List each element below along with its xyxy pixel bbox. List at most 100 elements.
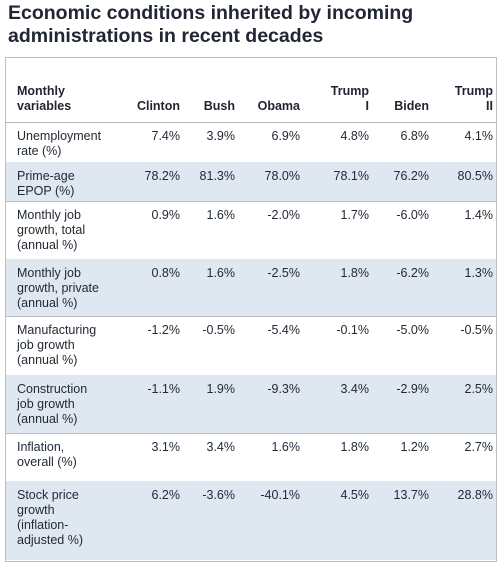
row-label-line: (annual %)	[17, 296, 78, 310]
column-header: Clinton	[110, 99, 180, 114]
table-cell: 78.0%	[264, 169, 300, 183]
table-cell: 1.2%	[400, 440, 430, 454]
table-header: Monthly variables Clinton Bush Obama Trump I…	[6, 58, 496, 123]
column-header-line: Trump	[330, 84, 369, 98]
table-cell: 1.9%	[206, 382, 236, 396]
table-cell: 7.4%	[151, 129, 181, 143]
table-cell: 3.4%	[206, 440, 236, 454]
table-cell: -5.4%	[267, 323, 300, 337]
table-row: Monthly job growth, private (annual %) 0.8%…	[6, 259, 496, 317]
table-cell: -9.3%	[267, 382, 300, 396]
table-row: Construction job growth (annual %) -1.1% 1.9…	[6, 375, 496, 434]
table-cell: -2.5%	[267, 266, 300, 280]
row-label: Monthly job growth, total (annual %)	[17, 208, 127, 253]
chart-title-line-1: Economic conditions inherited by incomin…	[8, 2, 414, 24]
row-label-line: job growth	[17, 338, 75, 352]
row-label-line: overall (%)	[17, 455, 77, 469]
row-label-line: Inflation,	[17, 440, 65, 454]
row-label-line: (annual %)	[17, 412, 78, 426]
row-label: Unemployment rate (%)	[17, 129, 127, 159]
table-row: Inflation, overall (%) 3.1% 3.4% 1.6% 1.8% 1.2…	[6, 433, 496, 482]
row-label-line: growth	[17, 503, 55, 517]
column-header: Bush	[165, 99, 235, 114]
row-label-line: rate (%)	[17, 144, 62, 158]
table-cell: 1.6%	[206, 208, 236, 222]
row-label: Monthly job growth, private (annual %)	[17, 266, 127, 311]
column-header: Trump II	[423, 84, 493, 114]
row-label-line: EPOP (%)	[17, 184, 75, 198]
table-cell: -5.0%	[396, 323, 429, 337]
row-label: Prime-age EPOP (%)	[17, 169, 127, 199]
chart-title: Economic conditions inherited by incomin…	[8, 2, 488, 48]
column-header-line: Biden	[394, 99, 429, 113]
table-cell: 4.5%	[340, 488, 370, 502]
row-label: Inflation, overall (%)	[17, 440, 127, 470]
table-cell: 1.6%	[206, 266, 236, 280]
row-label-line: Construction	[17, 382, 88, 396]
table-row: Unemployment rate (%) 7.4% 3.9% 6.9% 4.8% 6.8%…	[6, 122, 496, 163]
table-row: Manufacturing job growth (annual %) -1.2% -0…	[6, 316, 496, 376]
table-cell: -1.1%	[147, 382, 180, 396]
row-label: Construction job growth (annual %)	[17, 382, 127, 427]
row-label-line: (annual %)	[17, 238, 78, 252]
table-row: Stock price growth (inflation-adjusted %) 6…	[6, 481, 496, 560]
column-header-line: Trump	[454, 84, 493, 98]
table-cell: 1.4%	[464, 208, 494, 222]
table-cell: 4.1%	[464, 129, 494, 143]
table-cell: 6.9%	[271, 129, 301, 143]
row-label-line: growth, private	[17, 281, 99, 295]
column-header: Biden	[359, 99, 429, 114]
table-cell: -2.9%	[396, 382, 429, 396]
column-header: Obama	[230, 99, 300, 114]
table-cell: 13.7%	[393, 488, 429, 502]
table-cell: -0.1%	[336, 323, 369, 337]
table-cell: 2.5%	[464, 382, 494, 396]
row-label-line: Monthly job	[17, 266, 81, 280]
table-cell: -3.6%	[202, 488, 235, 502]
row-label-line: (inflation-	[17, 518, 69, 532]
table-cell: 1.3%	[464, 266, 494, 280]
table-cell: 81.3%	[199, 169, 235, 183]
table-cell: 0.9%	[151, 208, 181, 222]
table-cell: 0.8%	[151, 266, 181, 280]
chart-title-line-2: administrations in recent decades	[8, 25, 324, 47]
table-cell: 78.2%	[144, 169, 180, 183]
table-cell: 1.8%	[340, 440, 370, 454]
table-cell: 28.8%	[457, 488, 493, 502]
table-cell: -0.5%	[202, 323, 235, 337]
row-header-line: variables	[17, 99, 72, 113]
row-label-line: growth, total	[17, 223, 86, 237]
column-header-line: Clinton	[136, 99, 180, 113]
column-header-line: II	[486, 99, 493, 113]
table-row: Monthly job growth, total (annual %) 0.9% 1.…	[6, 201, 496, 260]
table-cell: 1.6%	[271, 440, 301, 454]
column-header-line: Obama	[257, 99, 300, 113]
table-cell: -2.0%	[267, 208, 300, 222]
row-label-line: (annual %)	[17, 353, 78, 367]
data-table: Monthly variables Clinton Bush Obama Trump I…	[5, 57, 497, 562]
table-cell: 6.2%	[151, 488, 181, 502]
row-label-line: Manufacturing	[17, 323, 97, 337]
row-label-line: Stock price	[17, 488, 79, 502]
column-header-line: Bush	[203, 99, 235, 113]
row-label: Manufacturing job growth (annual %)	[17, 323, 127, 368]
table-cell: 4.8%	[340, 129, 370, 143]
table-cell: 3.9%	[206, 129, 236, 143]
row-label-line: job growth	[17, 397, 75, 411]
table-cell: 3.4%	[340, 382, 370, 396]
row-label: Stock price growth (inflation-adjusted %)	[17, 488, 127, 548]
table-cell: -6.2%	[396, 266, 429, 280]
table-cell: -1.2%	[147, 323, 180, 337]
table-cell: 80.5%	[457, 169, 493, 183]
row-label-line: Unemployment	[17, 129, 102, 143]
row-label-line: Prime-age	[17, 169, 75, 183]
table-cell: 76.2%	[393, 169, 429, 183]
table-cell: 6.8%	[400, 129, 430, 143]
table-cell: -0.5%	[460, 323, 493, 337]
table-cell: -6.0%	[396, 208, 429, 222]
table-row: Prime-age EPOP (%) 78.2% 81.3% 78.0% 78.1% 76.…	[6, 162, 496, 202]
row-label-line: Monthly job	[17, 208, 81, 222]
column-header-line: I	[365, 99, 369, 113]
table-cell: 1.8%	[340, 266, 370, 280]
table-cell: 2.7%	[464, 440, 494, 454]
